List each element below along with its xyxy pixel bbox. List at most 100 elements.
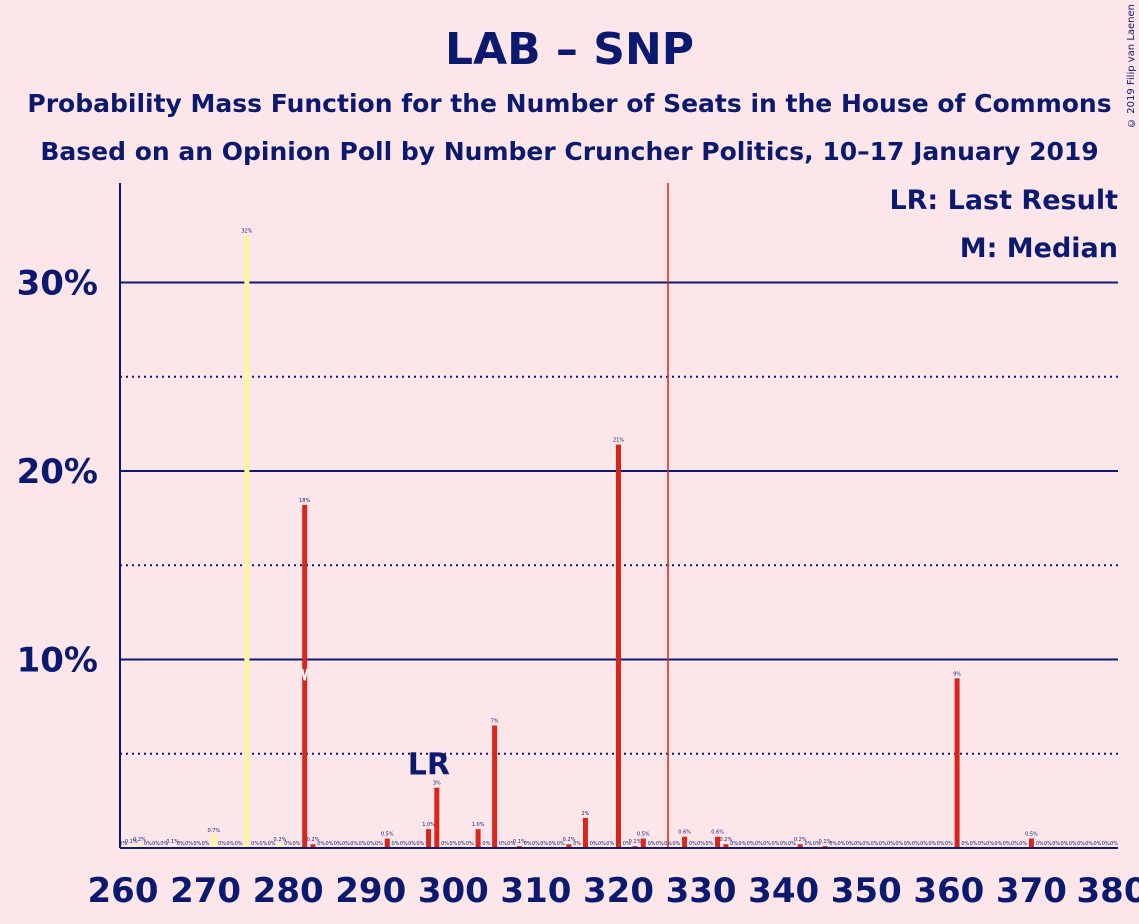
bar-label-344: 0% bbox=[813, 841, 821, 847]
bar-label-308: 0.1% bbox=[513, 839, 526, 845]
bar-label-287: 0% bbox=[342, 841, 350, 847]
bar-label-350: 0% bbox=[862, 841, 870, 847]
bar-label-362: 0% bbox=[961, 841, 969, 847]
axes-group: 260 270 280 290 300 310 320 330 340 350 360 370 380 bbox=[88, 183, 1139, 911]
bar-label-353: 0% bbox=[887, 841, 895, 847]
bar-label-333: 0.2% bbox=[720, 837, 733, 843]
bar-label-294: 0% bbox=[400, 841, 408, 847]
bar-316 bbox=[582, 817, 588, 848]
bar-label-278: 0% bbox=[268, 841, 276, 847]
bar-label-274: 0% bbox=[235, 841, 243, 847]
bar-label-276: 0% bbox=[251, 841, 259, 847]
bar-label-341: 0% bbox=[788, 841, 796, 847]
bar-label-368: 0% bbox=[1011, 841, 1019, 847]
bar-320 bbox=[616, 444, 621, 848]
x-tick-label: 370 bbox=[996, 871, 1067, 911]
bar-label-263: 0% bbox=[144, 841, 152, 847]
bar-label-335: 0% bbox=[738, 841, 746, 847]
bar-label-264: 0% bbox=[152, 841, 160, 847]
bar-label-378: 0% bbox=[1094, 841, 1102, 847]
bar-label-301: 0% bbox=[458, 841, 466, 847]
bar-label-332: 0.6% bbox=[711, 830, 724, 836]
grid-lines: 10% 20% 30% bbox=[17, 264, 1118, 755]
y-tick-label: 30% bbox=[17, 264, 98, 304]
bar-label-361: 9% bbox=[953, 671, 961, 677]
bar-370 bbox=[1028, 838, 1034, 848]
bar-328 bbox=[682, 836, 688, 848]
bar-label-348: 0% bbox=[846, 841, 854, 847]
bar-label-367: 0% bbox=[1003, 841, 1011, 847]
bar-label-277: 0% bbox=[259, 841, 267, 847]
bar-298 bbox=[434, 787, 440, 848]
bar-label-370: 0.5% bbox=[1025, 832, 1038, 838]
bar-label-318: 0% bbox=[598, 841, 606, 847]
x-tick-label: 350 bbox=[831, 871, 902, 911]
bar-label-320: 21% bbox=[613, 438, 624, 444]
bar-label-304: 0% bbox=[482, 841, 490, 847]
bar-323 bbox=[640, 838, 646, 848]
bar-label-321: 0% bbox=[623, 841, 631, 847]
bar-332 bbox=[715, 836, 721, 848]
bar-label-312: 0% bbox=[548, 841, 556, 847]
bar-label-285: 0% bbox=[325, 841, 333, 847]
bar-label-359: 0% bbox=[937, 841, 945, 847]
bar-label-360: 0% bbox=[945, 841, 953, 847]
x-tick-label: 320 bbox=[583, 871, 654, 911]
bar-279 bbox=[277, 844, 283, 848]
bar-label-330: 0% bbox=[697, 841, 705, 847]
bar-label-289: 0% bbox=[359, 841, 367, 847]
x-tick-label: 340 bbox=[748, 871, 819, 911]
x-tick-label: 260 bbox=[88, 871, 159, 911]
bar-label-372: 0% bbox=[1044, 841, 1052, 847]
bar-label-286: 0% bbox=[334, 841, 342, 847]
bar-label-363: 0% bbox=[970, 841, 978, 847]
bar-label-338: 0% bbox=[763, 841, 771, 847]
chart-title: LAB – SNP bbox=[444, 24, 695, 75]
bar-label-291: 0% bbox=[375, 841, 383, 847]
bar-label-346: 0% bbox=[829, 841, 837, 847]
bar-label-313: 0% bbox=[557, 841, 565, 847]
bars-group: 0%0.1%0.2%0% 0% 0%0.1%0% 0% 0% 0%0.7%0% 0% 0%32… bbox=[119, 228, 1118, 848]
bar-label-334: 0% bbox=[730, 841, 738, 847]
bar-label-380: 0% bbox=[1110, 841, 1118, 847]
bar-label-281: 0% bbox=[292, 841, 300, 847]
bar-label-369: 0% bbox=[1019, 841, 1027, 847]
bar-label-270: 0% bbox=[202, 841, 210, 847]
bar-label-269: 0% bbox=[193, 841, 201, 847]
bar-label-356: 0% bbox=[912, 841, 920, 847]
bar-label-298: 3% bbox=[433, 781, 441, 787]
median-marker bbox=[301, 668, 309, 681]
x-tick-label: 270 bbox=[170, 871, 241, 911]
x-tick-label: 360 bbox=[913, 871, 984, 911]
y-tick-label: 10% bbox=[17, 641, 98, 681]
x-tick-label: 380 bbox=[1077, 871, 1139, 911]
bar-label-297: 1.0% bbox=[422, 822, 435, 828]
bar-303 bbox=[475, 829, 481, 848]
bar-label-296: 0% bbox=[416, 841, 424, 847]
bar-361 bbox=[954, 678, 960, 848]
bar-label-293: 0% bbox=[392, 841, 400, 847]
bar-label-337: 0% bbox=[755, 841, 763, 847]
bar-283 bbox=[310, 844, 316, 848]
bar-271 bbox=[211, 834, 217, 848]
bar-label-349: 0% bbox=[854, 841, 862, 847]
bar-292 bbox=[384, 838, 390, 848]
bar-label-307: 0% bbox=[507, 841, 515, 847]
bar-label-377: 0% bbox=[1085, 841, 1093, 847]
bar-333 bbox=[723, 844, 729, 848]
bar-label-279: 0.2% bbox=[274, 837, 287, 843]
bar-label-288: 0% bbox=[350, 841, 358, 847]
bar-label-322: 0.1% bbox=[629, 839, 642, 845]
bar-label-292: 0.5% bbox=[381, 832, 394, 838]
bar-label-311: 0% bbox=[540, 841, 548, 847]
bar-label-327: 0% bbox=[672, 841, 680, 847]
bar-label-314: 0.2% bbox=[563, 837, 576, 843]
y-tick-label: 20% bbox=[17, 452, 98, 492]
bar-label-267: 0% bbox=[177, 841, 185, 847]
x-tick-label: 310 bbox=[500, 871, 571, 911]
bar-label-324: 0% bbox=[648, 841, 656, 847]
bar-label-376: 0% bbox=[1077, 841, 1085, 847]
bar-label-319: 0% bbox=[606, 841, 614, 847]
bar-label-347: 0% bbox=[838, 841, 846, 847]
bar-label-290: 0% bbox=[367, 841, 375, 847]
